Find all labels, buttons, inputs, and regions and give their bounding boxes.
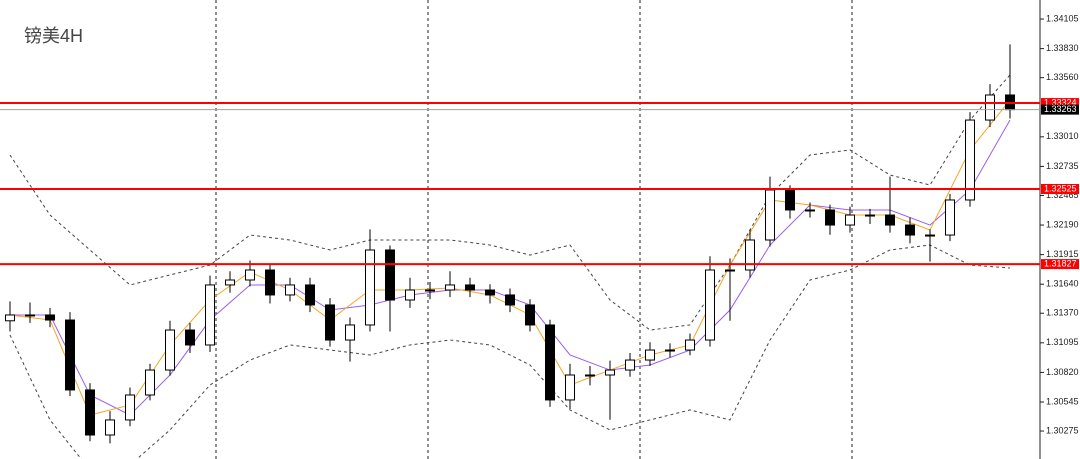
y-tick-label: 1.33830 [1046,43,1079,53]
candle-body [105,419,115,436]
y-tick-label: 1.30275 [1046,425,1079,435]
period-separators [215,0,853,459]
candle-body [985,94,995,121]
y-tick-label: 1.30820 [1046,367,1079,377]
candle-body [285,284,295,296]
candle-body [185,329,195,346]
candle-body [605,369,615,376]
candle-body [845,214,855,226]
price-tag-label: 1.33324 [1044,97,1077,107]
price-tag [1041,259,1079,270]
candle-body [545,324,555,401]
candle-body [325,304,335,341]
candle-body [665,349,675,352]
axis: 1.34105 1.33830 1.33560 1.33010 1.32735 1.324… [1040,13,1079,435]
candle-body [5,314,15,322]
candle-body [725,269,735,272]
price-tag-label: 1.32525 [1044,183,1077,193]
price-tag-label: 1.31827 [1044,258,1077,268]
candle-body [345,324,355,341]
candle-body [165,329,175,371]
band-line [9,244,1011,459]
price-tag [1041,104,1079,115]
candle-body [45,314,55,321]
candle-body [505,294,515,306]
candle-body [305,284,315,306]
candle-body [805,209,815,212]
y-tick-label: 1.31640 [1046,279,1079,289]
candle-body [85,389,95,436]
y-tick-label: 1.31095 [1046,337,1079,347]
candle-body [705,269,715,341]
candle-body [205,284,215,346]
candle-body [945,199,955,236]
candle-body [585,374,595,377]
y-tick-label: 1.34105 [1046,13,1079,23]
candle-body [265,269,275,296]
price-tag [1041,184,1079,194]
candle-body [405,289,415,301]
plot-area [0,44,1040,459]
candle-body [425,289,435,292]
candle-body [465,284,475,291]
candle-body [245,269,255,281]
candle-body [525,304,535,326]
candle-body [225,279,235,286]
chart-title: 镑美4H [24,26,83,46]
y-tick-label: 1.30545 [1046,396,1079,406]
candle-body [865,214,875,217]
y-tick-label: 1.31915 [1046,249,1079,259]
candle-body [745,239,755,271]
y-tick-label: 1.32465 [1046,190,1079,200]
candle-body [645,349,655,361]
y-tick-label: 1.31370 [1046,308,1079,318]
candle-body [125,394,135,421]
candle-body [145,369,155,396]
price-tag-label: 1.33263 [1044,104,1077,114]
candle-body [485,289,495,296]
candle-body [445,284,455,291]
candle-body [765,189,775,241]
candle-body [625,359,635,371]
y-tick-label: 1.33560 [1046,72,1079,82]
candle-body [25,314,35,317]
candle-body [685,339,695,351]
candle-body [825,209,835,226]
y-tick-label: 1.32190 [1046,219,1079,229]
candle-body [925,234,935,237]
candle-body [385,249,395,301]
candle-body [905,224,915,236]
candle-body [785,189,795,211]
y-tick-label: 1.32735 [1046,161,1079,171]
candle-body [65,319,75,391]
price-tag [1041,98,1079,109]
candle-body [885,214,895,226]
candle-body [965,119,975,201]
y-tick-label: 1.33010 [1046,131,1079,141]
candle-body [365,249,375,326]
candle-body [565,374,575,401]
